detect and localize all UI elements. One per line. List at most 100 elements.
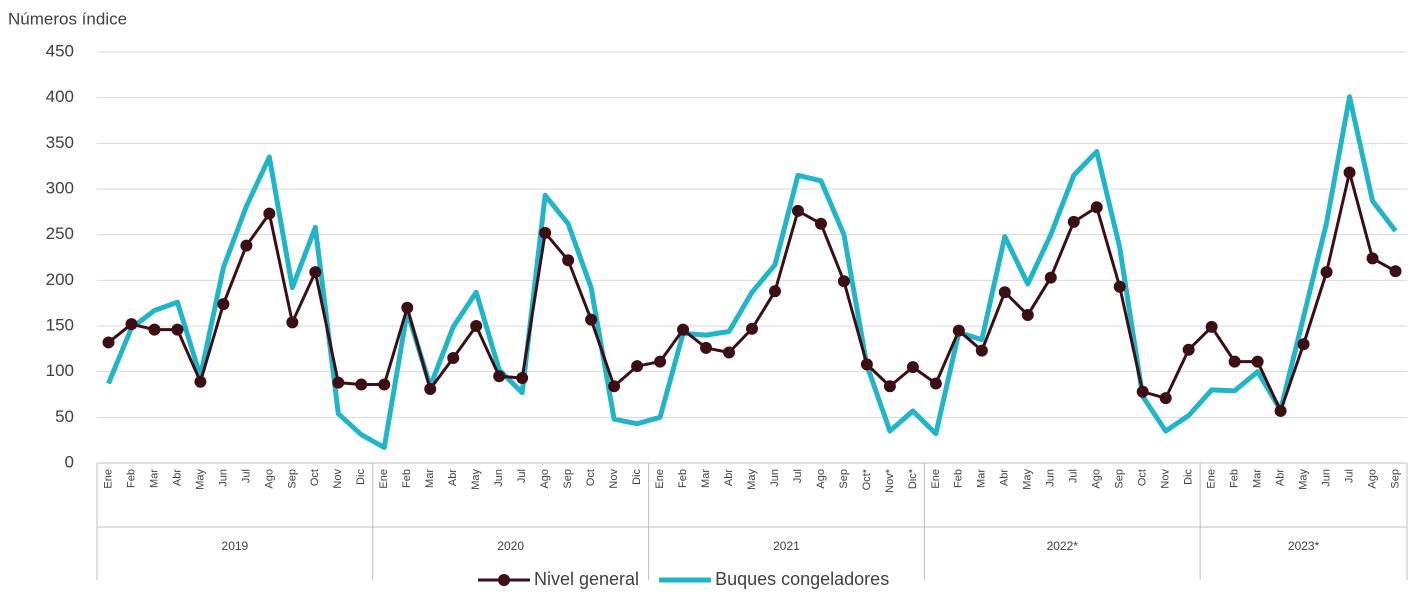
series-marker — [263, 207, 276, 220]
x-tick-label: Nov — [608, 469, 620, 489]
x-tick-label: Jun — [493, 469, 505, 487]
x-tick-label: Sep — [1389, 469, 1401, 489]
x-tick-label: Abr — [1275, 469, 1287, 486]
series-marker — [1343, 166, 1356, 179]
x-tick-label: Abr — [999, 469, 1011, 486]
x-tick-label: Ene — [378, 469, 390, 489]
x-group-label: 2023* — [1288, 539, 1320, 553]
series-marker — [148, 323, 161, 336]
series-marker — [539, 226, 552, 239]
series-marker — [1251, 355, 1264, 368]
x-tick-label: Nov — [332, 469, 344, 489]
x-tick-label: Jun — [1045, 469, 1057, 487]
x-tick-label: Ago — [1366, 469, 1378, 489]
series-marker — [746, 322, 758, 335]
series-marker — [837, 275, 850, 288]
x-tick-label: Nov* — [884, 468, 896, 493]
x-tick-label: Jun — [1320, 469, 1332, 487]
series-marker — [998, 286, 1011, 299]
series-marker — [355, 378, 368, 391]
x-tick-label: Ago — [263, 469, 275, 489]
y-axis-label: Números índice — [8, 9, 127, 28]
series-marker — [585, 313, 598, 326]
y-tick-label: 450 — [46, 41, 74, 60]
x-tick-label: Feb — [401, 469, 413, 488]
x-tick-label: Feb — [1229, 469, 1241, 488]
series-line — [106, 94, 1398, 450]
series-marker — [860, 358, 873, 371]
x-tick-label: Jul — [1343, 469, 1355, 483]
legend-label: Buques congeladores — [715, 569, 889, 589]
series-marker — [240, 239, 253, 252]
x-tick-label: Ago — [815, 469, 827, 489]
x-tick-label: Ago — [539, 469, 551, 489]
x-tick-label: Jun — [769, 469, 781, 487]
series-marker — [1228, 355, 1241, 368]
x-tick-label: May — [1022, 469, 1034, 490]
x-tick-label: Jul — [516, 469, 528, 483]
y-tick-label: 50 — [55, 407, 74, 426]
x-tick-label: Abr — [447, 469, 459, 486]
series-marker — [378, 378, 391, 391]
x-tick-label: Ago — [1091, 469, 1103, 489]
series-marker — [1021, 309, 1034, 322]
y-tick-label: 350 — [46, 133, 74, 152]
series-marker — [447, 351, 460, 364]
series-marker — [975, 344, 988, 357]
x-tick-label: Sep — [562, 469, 574, 489]
x-tick-label: Feb — [953, 469, 965, 488]
series-marker — [1389, 265, 1402, 278]
series-marker — [125, 318, 138, 331]
x-tick-label: Ene — [654, 469, 666, 489]
x-tick-label: Ene — [1206, 469, 1218, 489]
y-tick-label: 0 — [65, 452, 74, 471]
series-marker — [516, 372, 529, 385]
x-tick-label: Mar — [148, 469, 160, 488]
legend-label: Nivel general — [534, 569, 639, 589]
series-marker — [1274, 404, 1287, 417]
series-marker — [470, 320, 483, 332]
x-tick-label: May — [194, 469, 206, 490]
series-marker — [217, 298, 230, 311]
x-tick-label: May — [470, 469, 482, 490]
series-marker — [791, 204, 804, 217]
series-marker — [700, 341, 713, 354]
x-tick-label: Dic — [631, 469, 643, 485]
series-marker — [424, 383, 437, 396]
x-tick-label: Mar — [976, 469, 988, 488]
x-tick-label: Dic* — [907, 468, 919, 489]
series-marker — [929, 377, 942, 390]
series-marker — [171, 323, 184, 336]
series-marker — [286, 316, 299, 329]
series-marker — [1205, 320, 1218, 333]
x-tick-label: Mar — [1252, 469, 1264, 488]
series-marker — [1320, 266, 1333, 279]
series-marker — [883, 380, 896, 393]
series-marker — [401, 301, 414, 314]
series-marker — [1090, 201, 1103, 214]
x-group-label: 2020 — [497, 539, 524, 553]
x-tick-label: Jul — [792, 469, 804, 483]
series-marker — [654, 355, 667, 368]
x-tick-label: Oct — [585, 469, 597, 486]
legend-marker — [498, 574, 510, 586]
series-marker — [768, 285, 781, 298]
series-marker — [309, 266, 322, 279]
x-tick-label: Nov — [1160, 469, 1172, 489]
series-marker — [194, 375, 207, 388]
series-marker — [1044, 271, 1057, 284]
y-tick-label: 200 — [46, 270, 74, 289]
x-tick-label: Oct* — [861, 468, 873, 490]
series-marker — [1113, 280, 1126, 293]
x-tick-label: Ene — [930, 469, 942, 489]
x-tick-label: Abr — [723, 469, 735, 486]
series-marker — [1159, 392, 1172, 405]
series-marker — [814, 217, 827, 230]
x-group-label: 2019 — [222, 539, 249, 553]
x-tick-label: Sep — [838, 469, 850, 489]
series-marker — [102, 336, 115, 349]
x-tick-label: Sep — [286, 469, 298, 489]
series-marker — [1297, 338, 1310, 351]
series-marker — [562, 254, 575, 267]
